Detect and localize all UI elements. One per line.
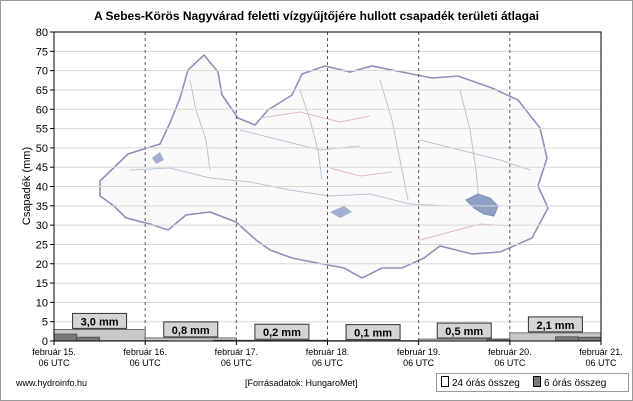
y-tick-label: 50 — [36, 143, 48, 155]
y-tick-label: 45 — [36, 162, 48, 174]
data-label-box — [163, 321, 219, 338]
legend: 24 órás összeg 6 órás összeg — [436, 373, 629, 392]
x-tick-date: február 15. — [32, 347, 76, 357]
source-website: www.hydroinfo.hu — [16, 378, 88, 388]
legend-label-24h: 24 órás összeg — [452, 378, 520, 389]
chart-title: A Sebes-Körös Nagyvárad feletti vízgyűjt… — [93, 9, 539, 23]
x-tick-date: február 18. — [306, 347, 350, 357]
x-tick-time: 06 UTC — [403, 358, 435, 368]
legend-item-6h: 6 órás összeg — [533, 376, 606, 389]
legend-swatch-24h — [441, 376, 449, 387]
x-tick-time: 06 UTC — [312, 358, 344, 368]
data-label-box — [345, 324, 401, 341]
road-line — [329, 167, 393, 177]
data-label-box — [436, 322, 492, 339]
y-tick-label: 55 — [36, 124, 48, 136]
x-tick-date: február 17. — [215, 347, 259, 357]
x-tick-time: 06 UTC — [130, 358, 162, 368]
x-tick-time: 06 UTC — [585, 358, 617, 368]
x-tick-date: február 19. — [397, 347, 441, 357]
legend-label-6h: 6 órás összeg — [544, 378, 607, 389]
road-line — [259, 111, 371, 123]
bar-6h — [76, 336, 100, 342]
legend-item-24h: 24 órás összeg — [441, 376, 520, 389]
y-tick-label: 30 — [36, 220, 48, 232]
data-label-text: 0,5 mm — [445, 326, 483, 338]
data-label-box — [72, 312, 128, 329]
lake-shape — [465, 193, 499, 217]
river-line — [189, 79, 211, 171]
y-tick-label: 20 — [36, 259, 48, 271]
data-label-box — [527, 316, 583, 333]
data-label-text: 0,1 mm — [354, 328, 392, 340]
y-tick-label: 60 — [36, 104, 48, 116]
y-tick-label: 65 — [36, 85, 48, 97]
river-line — [299, 89, 323, 181]
x-tick-date: február 21. — [579, 347, 623, 357]
data-labels: 3,0 mm 0,8 mm 0,2 mm 0,1 mm 0,5 mm 2,1 mm — [72, 312, 583, 341]
y-tick-label: 0 — [42, 336, 48, 348]
bar-6h — [577, 336, 602, 342]
y-tick-label: 5 — [42, 317, 48, 329]
data-label-24h: 0,1 mm — [345, 324, 401, 341]
data-label-text: 0,8 mm — [172, 325, 210, 337]
x-tick-time: 06 UTC — [38, 358, 70, 368]
data-label-24h: 0,5 mm — [436, 322, 492, 339]
x-tick-date: február 16. — [123, 347, 167, 357]
bar-6h — [53, 333, 78, 342]
catchment-outline — [99, 53, 549, 279]
x-tick-time: 06 UTC — [494, 358, 526, 368]
data-label-24h: 0,2 mm — [254, 323, 310, 340]
river-line — [459, 89, 481, 211]
y-tick-label: 25 — [36, 239, 48, 251]
river-line — [379, 79, 409, 201]
y-tick-label: 80 — [36, 27, 48, 39]
axes: 0 5 10 15 20 25 30 35 40 45 50 55 60 65 70 75 80 február … — [32, 27, 623, 368]
data-source-note: [Forrásadatok: HungaroMet] — [245, 378, 358, 388]
y-tick-label: 10 — [36, 297, 48, 309]
y-tick-label: 75 — [36, 46, 48, 58]
legend-swatch-6h — [533, 376, 541, 387]
data-label-24h: 3,0 mm — [72, 312, 128, 329]
lake-shape — [330, 206, 352, 218]
river-line — [129, 167, 451, 207]
grid — [54, 32, 601, 341]
data-label-text: 2,1 mm — [536, 320, 574, 332]
y-tick-label: 15 — [36, 278, 48, 290]
y-axis-label: Csapadék (mm) — [21, 147, 33, 225]
x-tick-time: 06 UTC — [221, 358, 253, 368]
river-line — [419, 139, 531, 171]
y-tick-label: 70 — [36, 66, 48, 78]
y-tick-label: 35 — [36, 201, 48, 213]
data-label-text: 0,2 mm — [263, 327, 301, 339]
data-label-24h: 2,1 mm — [527, 316, 583, 333]
data-label-box — [254, 323, 310, 340]
y-tick-label: 40 — [36, 182, 48, 194]
data-label-24h: 0,8 mm — [163, 321, 219, 338]
bar-6h — [555, 336, 579, 342]
catchment-map — [99, 53, 549, 279]
x-tick-date: február 20. — [488, 347, 532, 357]
data-label-text: 3,0 mm — [81, 316, 119, 328]
lake-shape — [152, 152, 164, 164]
